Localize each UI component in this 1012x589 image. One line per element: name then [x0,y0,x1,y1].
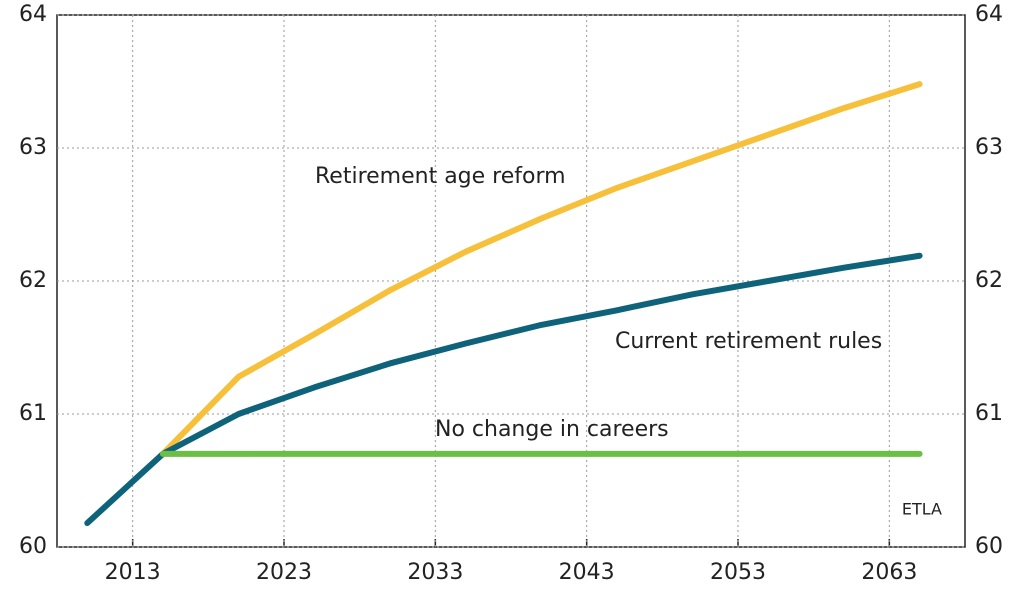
y-tick-label: 62 [19,268,47,293]
y-tick-label: 63 [19,135,47,160]
x-tick-label: 2033 [407,560,463,585]
series-label: Current retirement rules [615,329,882,354]
x-tick-label: 2023 [256,560,312,585]
y2-tick-label: 64 [975,2,1003,27]
series-line [84,252,923,527]
source-label: ETLA [902,500,942,519]
series-line [159,81,923,457]
x-tick-label: 2043 [559,560,615,585]
x-tick-label: 2013 [105,560,161,585]
y-tick-label: 60 [19,534,47,559]
y-tick-label: 61 [19,401,47,426]
y-tick-label: 64 [19,2,47,27]
y2-tick-label: 62 [975,268,1003,293]
series-label: No change in careers [435,417,669,442]
x-tick-label: 2053 [710,560,766,585]
x-tick-label: 2063 [861,560,917,585]
y2-tick-label: 60 [975,534,1003,559]
y2-tick-label: 63 [975,135,1003,160]
y2-tick-label: 61 [975,401,1003,426]
series-label: Retirement age reform [315,164,566,189]
